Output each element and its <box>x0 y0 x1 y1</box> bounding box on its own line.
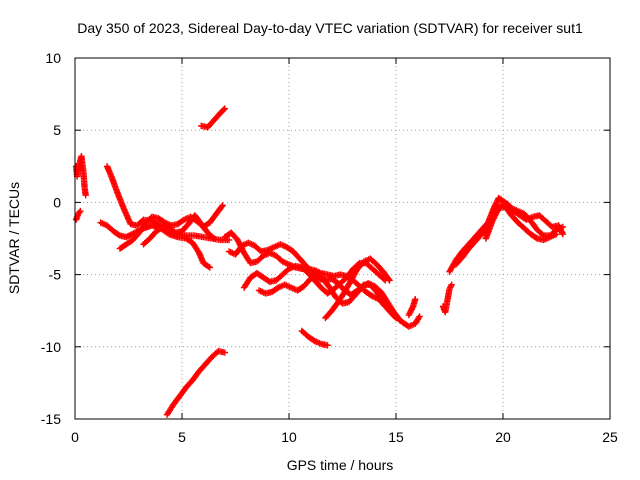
data-point <box>82 191 89 199</box>
series-arc-16 <box>439 281 455 316</box>
x-tick-label: 0 <box>71 429 79 445</box>
data-point <box>218 203 225 210</box>
data-point <box>448 281 455 288</box>
data-point <box>559 230 567 238</box>
data-point <box>205 263 212 270</box>
data-point <box>396 316 403 323</box>
x-tick-label: 25 <box>602 429 618 445</box>
tick-layer: 0 5 10 15 20 25 10 5 0 -5 -10 -15 <box>41 50 618 445</box>
y-tick-label: 10 <box>45 50 61 66</box>
series-arc-10 <box>255 272 404 325</box>
series-arc-18 <box>452 200 567 268</box>
x-tick-label: 5 <box>178 429 186 445</box>
data-point <box>209 234 217 241</box>
data-point <box>220 106 227 113</box>
data-point <box>416 313 423 320</box>
data-point <box>206 264 214 271</box>
data-point <box>77 207 84 215</box>
data-point <box>386 277 393 284</box>
data-point <box>385 275 392 283</box>
y-axis-title: SDTVAR / TECUs <box>6 182 22 294</box>
series-arc-15 <box>198 105 228 131</box>
x-tick-label: 15 <box>388 429 404 445</box>
data-points-layer <box>72 105 567 418</box>
y-tick-label: 5 <box>53 122 61 138</box>
y-tick-label: 0 <box>53 194 61 210</box>
series-arc-1 <box>72 152 89 199</box>
y-tick-label: -10 <box>41 339 61 355</box>
y-tick-label: -15 <box>41 411 61 427</box>
x-tick-label: 20 <box>495 429 511 445</box>
data-point <box>219 202 226 209</box>
series-arc-19 <box>482 203 560 244</box>
x-axis-title: GPS time / hours <box>287 457 394 473</box>
y-tick-label: -5 <box>49 267 62 283</box>
data-point <box>397 317 404 325</box>
plot-frame <box>74 57 611 420</box>
series-arc-4 <box>97 219 214 271</box>
series-arc-11 <box>322 255 393 322</box>
data-point <box>532 234 540 241</box>
data-point <box>553 230 560 238</box>
data-point <box>210 235 218 242</box>
data-point <box>221 349 228 356</box>
series-arc-13 <box>405 295 419 319</box>
data-point <box>221 105 228 112</box>
chart-title: Day 350 of 2023, Sidereal Day-to-day VTE… <box>77 20 583 36</box>
grid-layer <box>75 58 610 419</box>
data-point <box>324 342 331 349</box>
series-arc-14 <box>163 347 228 418</box>
x-tick-label: 10 <box>281 429 297 445</box>
series-arc-6 <box>140 212 218 248</box>
data-point <box>412 295 419 303</box>
series-arc-12 <box>298 327 331 349</box>
data-point <box>115 231 122 238</box>
series-arc-2 <box>72 207 84 223</box>
data-point <box>225 236 233 244</box>
